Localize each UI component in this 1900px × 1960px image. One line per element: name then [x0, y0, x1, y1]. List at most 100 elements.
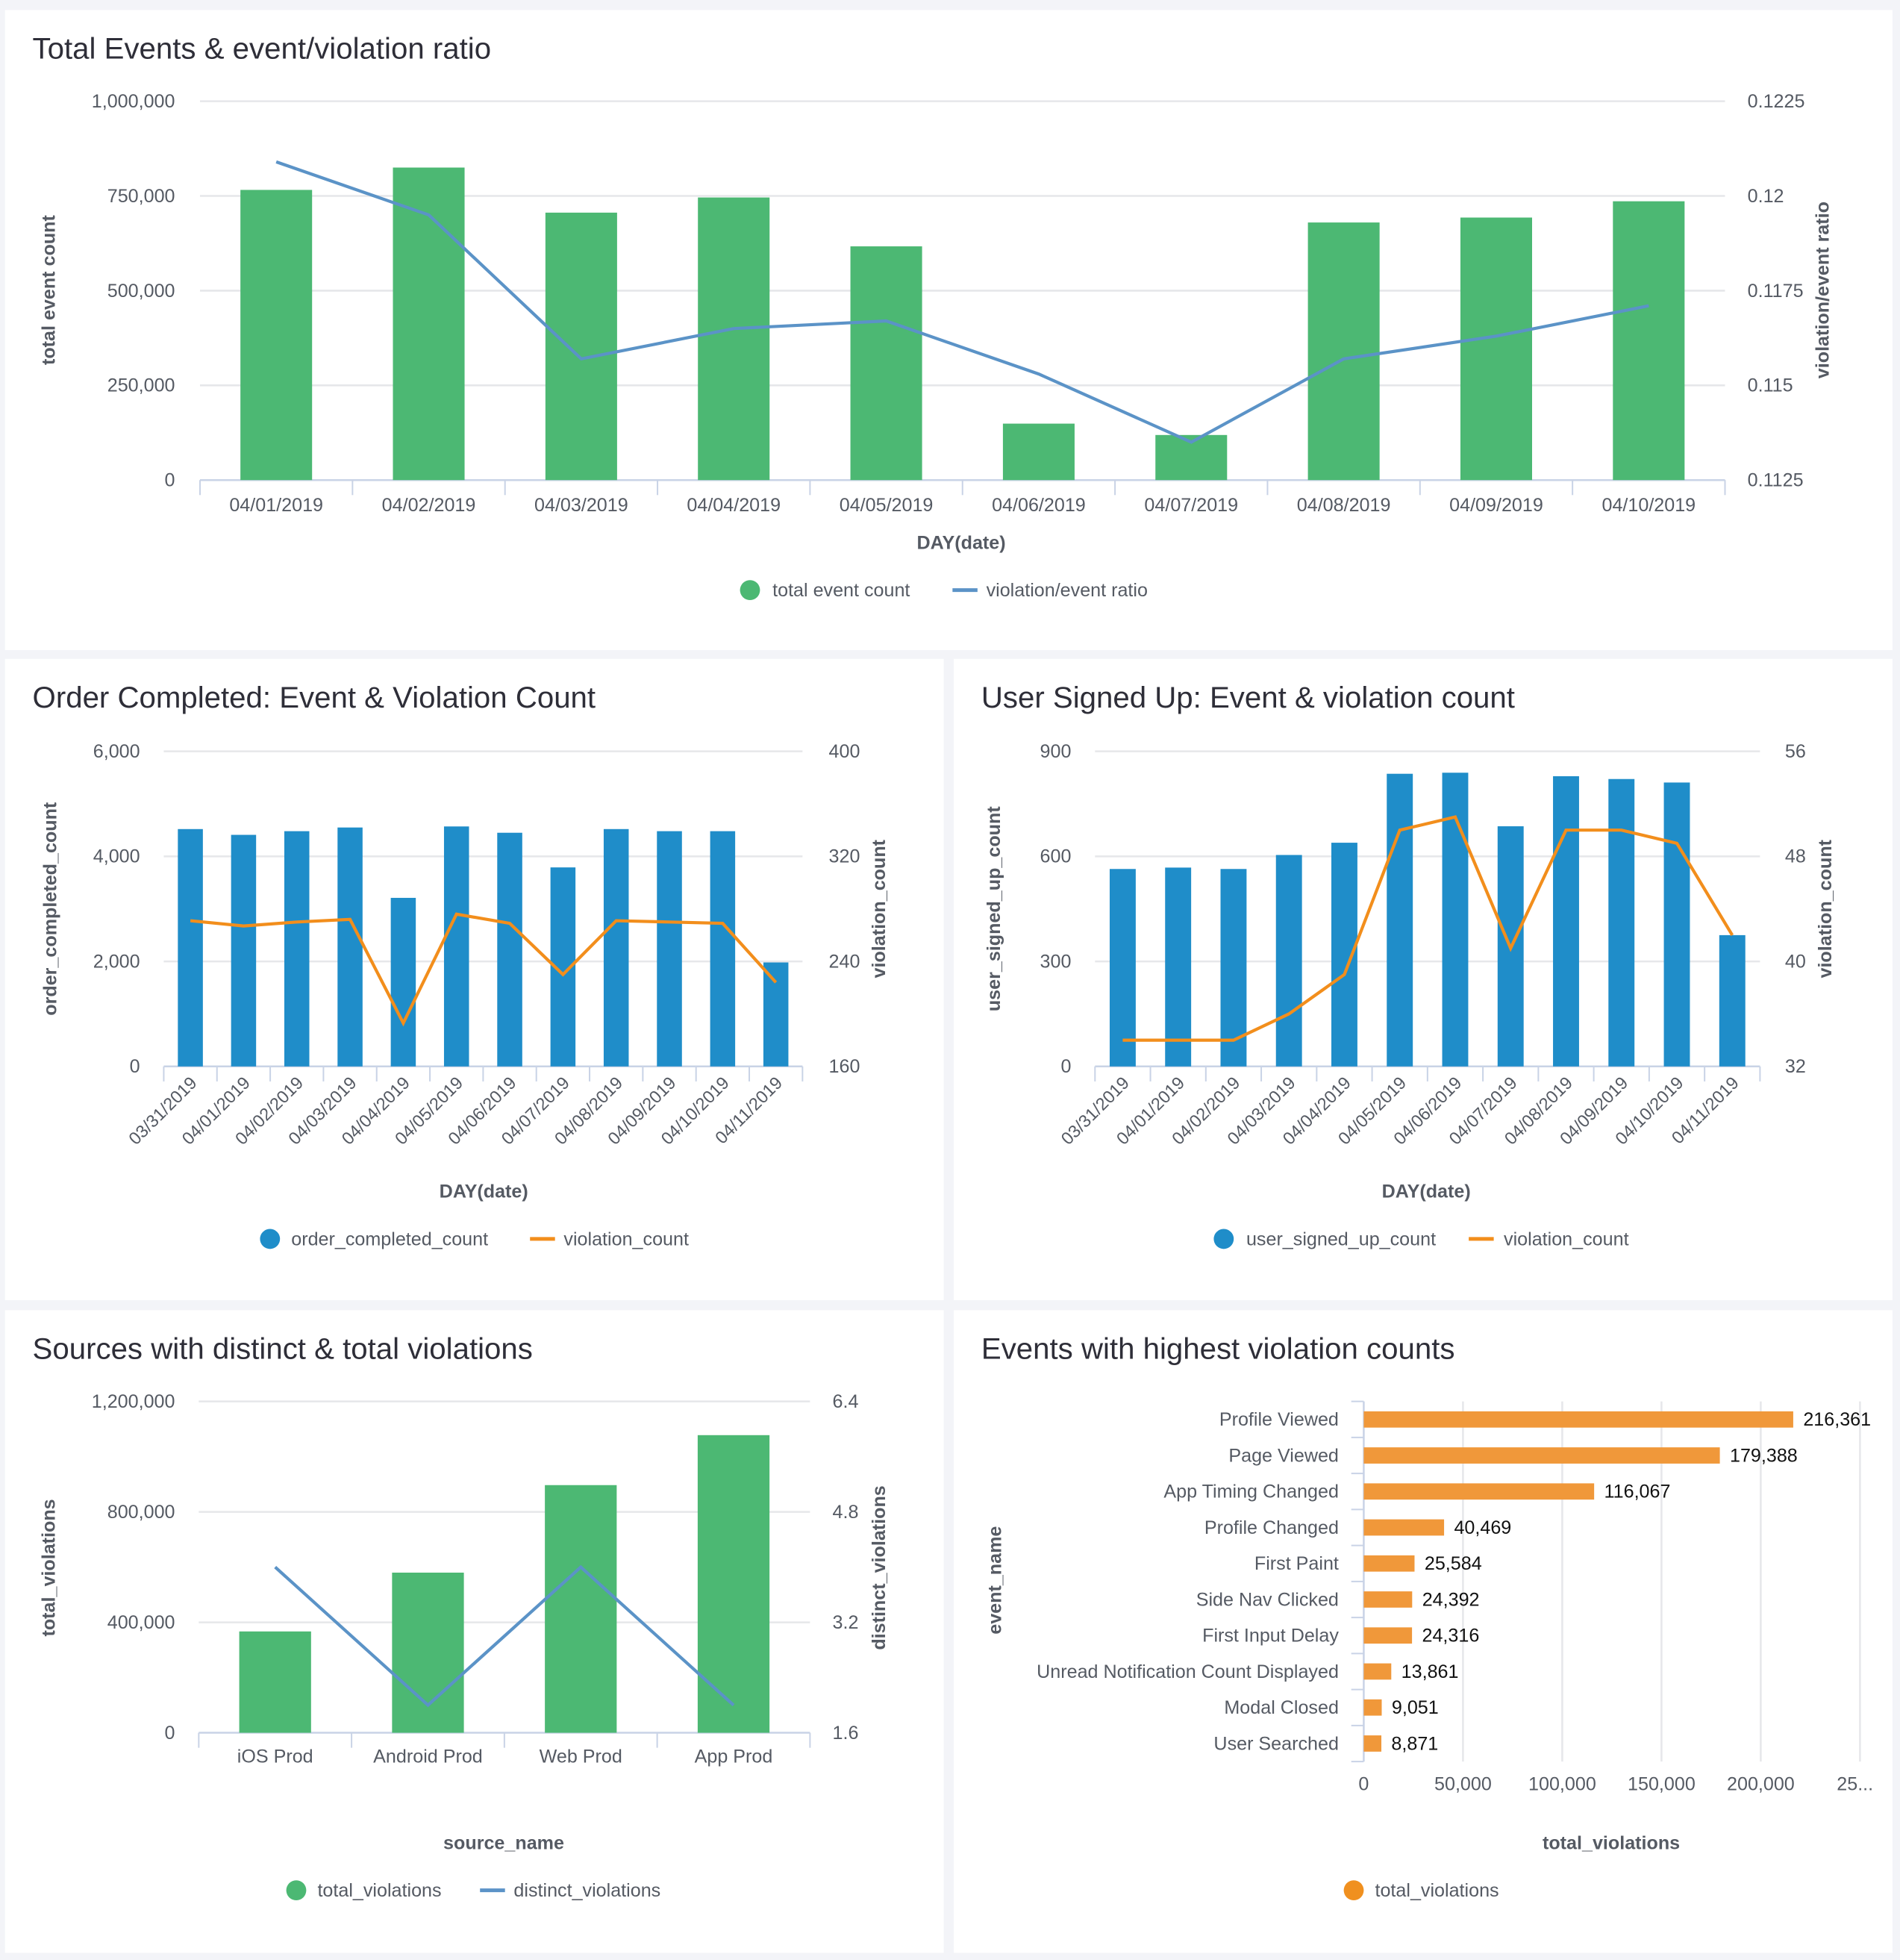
y-tick-label-right: 160	[829, 1056, 860, 1077]
y-tick-label-left: 300	[1040, 951, 1072, 972]
panel-title: User Signed Up: Event & violation count	[981, 681, 1515, 716]
bar-value-label: 8,871	[1391, 1733, 1438, 1754]
bar	[1363, 1699, 1382, 1716]
bar	[1442, 773, 1469, 1067]
bar	[1663, 782, 1690, 1067]
y-tick-label-right: 6.4	[833, 1391, 859, 1412]
legend-label[interactable]: violation_count	[563, 1229, 689, 1249]
x-tick-label: 04/04/2019	[687, 495, 781, 516]
y-axis-title-left: user_signed_up_count	[984, 806, 1004, 1012]
y-tick-label-right: 0.1125	[1748, 470, 1804, 491]
bar	[1363, 1735, 1382, 1752]
panel-title: Events with highest violation counts	[981, 1332, 1455, 1367]
y-axis-title-right: violation_count	[1815, 839, 1836, 978]
x-tick-label: 0	[1358, 1774, 1369, 1795]
y-axis-title-left: order_completed_count	[40, 802, 60, 1016]
y-tick-label: Unread Notification Count Displayed	[1037, 1661, 1339, 1682]
legend-dot-icon[interactable]	[1343, 1880, 1364, 1900]
legend-label[interactable]: distinct_violations	[513, 1880, 660, 1901]
y-tick-label-left: 2,000	[93, 951, 140, 972]
bar	[239, 1631, 311, 1733]
bar	[178, 828, 203, 1067]
panel-title: Order Completed: Event & Violation Count	[32, 681, 596, 716]
legend-label[interactable]: order_completed_count	[291, 1229, 488, 1249]
legend-label[interactable]: violation_count	[1504, 1229, 1629, 1249]
x-axis-title: source_name	[443, 1832, 564, 1853]
bar	[1165, 867, 1192, 1067]
legend-dot-icon[interactable]	[1213, 1229, 1234, 1249]
bar-value-label: 24,392	[1422, 1589, 1480, 1610]
legend-label[interactable]: user_signed_up_count	[1246, 1229, 1436, 1249]
bar	[1363, 1519, 1445, 1536]
y-tick-label: Profile Changed	[1204, 1517, 1339, 1538]
y-axis-title-right: violation_count	[869, 839, 890, 978]
x-axis-title: DAY(date)	[917, 532, 1006, 553]
panel-user-signed-up: User Signed Up: Event & violation count …	[954, 658, 1893, 1300]
x-tick-label: 04/09/2019	[1449, 495, 1543, 516]
panel-order-completed: Order Completed: Event & Violation Count…	[4, 658, 944, 1300]
y-tick-label-left: 1,200,000	[92, 1391, 175, 1412]
y-tick-label-left: 6,000	[93, 741, 140, 762]
bar-value-label: 179,388	[1730, 1445, 1798, 1466]
bar	[1275, 855, 1302, 1067]
y-tick-label: Profile Viewed	[1219, 1409, 1339, 1430]
x-tick-label: App Prod	[695, 1747, 773, 1767]
series-line	[275, 160, 1649, 444]
x-tick-label: 100,000	[1528, 1774, 1596, 1795]
legend-label[interactable]: total_violations	[317, 1880, 441, 1901]
y-tick-label-left: 500,000	[107, 281, 175, 302]
y-tick-label: Page Viewed	[1228, 1445, 1339, 1466]
bar	[1363, 1663, 1392, 1680]
legend-label[interactable]: violation/event ratio	[987, 580, 1148, 601]
y-tick-label-left: 900	[1040, 741, 1072, 762]
y-tick-label: First Input Delay	[1202, 1626, 1339, 1647]
series-line	[1122, 815, 1734, 1042]
bar	[240, 190, 313, 481]
bar	[657, 831, 682, 1067]
bar	[545, 212, 617, 481]
x-axis-title: DAY(date)	[1382, 1182, 1471, 1202]
panel-title: Total Events & event/violation ratio	[32, 32, 492, 66]
y-tick-label-right: 40	[1785, 951, 1806, 972]
bar	[1363, 1555, 1415, 1572]
bar	[1387, 773, 1413, 1067]
y-tick-label: Modal Closed	[1224, 1697, 1339, 1718]
legend-dot-icon[interactable]	[260, 1229, 281, 1249]
y-tick-label-left: 0	[165, 470, 175, 491]
y-tick-label-right: 0.1225	[1748, 91, 1805, 112]
bar	[1363, 1627, 1413, 1644]
series-line	[190, 912, 778, 1027]
bar-value-label: 13,861	[1401, 1661, 1459, 1682]
bar	[393, 167, 465, 481]
bar-value-label: 24,316	[1422, 1626, 1480, 1647]
x-tick-label: 25...	[1837, 1774, 1873, 1795]
y-tick-label-right: 4.8	[833, 1502, 859, 1523]
y-tick-label-left: 600	[1040, 846, 1072, 867]
y-axis-title-left: total event count	[39, 215, 60, 366]
bar	[1002, 423, 1075, 481]
legend-dot-icon[interactable]	[286, 1880, 307, 1900]
legend-dot-icon[interactable]	[740, 580, 760, 600]
bar	[697, 1435, 770, 1733]
legend-label[interactable]: total_violations	[1375, 1880, 1499, 1901]
x-tick-label: Web Prod	[540, 1747, 622, 1767]
y-tick-label-right: 32	[1785, 1056, 1806, 1077]
bar	[763, 962, 789, 1067]
bar	[1363, 1411, 1793, 1428]
y-tick-label: Side Nav Clicked	[1196, 1589, 1339, 1610]
x-tick-label: iOS Prod	[237, 1747, 313, 1767]
legend-label[interactable]: total event count	[772, 580, 910, 601]
bar-value-label: 216,361	[1803, 1409, 1871, 1430]
chart-top-events: 0 50,000 100,000 150,000 200,000 25... 216,361…	[985, 1400, 1873, 1901]
y-tick-label-left: 750,000	[107, 186, 175, 207]
y-tick-label-right: 56	[1785, 741, 1806, 762]
bar	[710, 831, 736, 1067]
y-tick-label-right: 320	[829, 846, 860, 867]
y-axis-title: event_name	[985, 1526, 1006, 1635]
bar	[390, 897, 416, 1067]
y-tick-label-left: 400,000	[107, 1612, 175, 1633]
bar	[497, 832, 522, 1067]
chart-total-events: 0 0.1125 250,000 0.115 500,000 0.1175 750,000 0…	[39, 91, 1834, 601]
x-tick-label: 04/01/2019	[229, 495, 323, 516]
